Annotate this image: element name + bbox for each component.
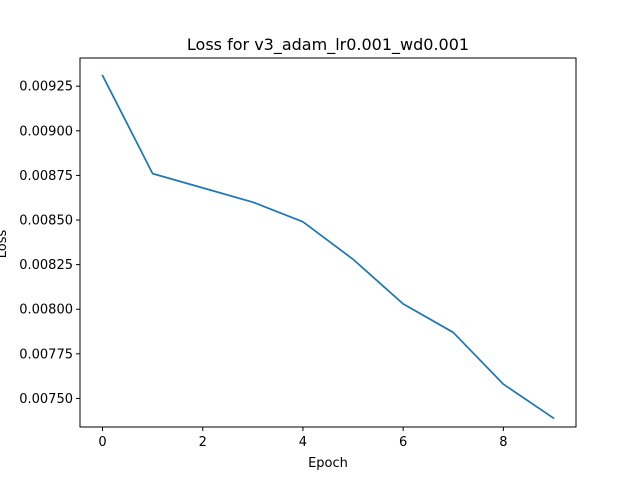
y-tick-label: 0.00875: [19, 169, 73, 184]
y-tick-label: 0.00900: [19, 124, 73, 139]
x-tick-label: 6: [399, 435, 407, 450]
loss-data-point: [151, 172, 154, 175]
x-axis-ticks: 0 2 4 6 8: [98, 427, 507, 450]
y-axis-ticks: 0.00750 0.00775 0.00800 0.00825 0.00850 0.008…: [19, 80, 80, 407]
loss-data-point: [352, 258, 355, 261]
y-tick-label: 0.00800: [19, 303, 73, 318]
loss-data-point: [301, 220, 304, 223]
chart-title: Loss for v3_adam_lr0.001_wd0.001: [187, 35, 469, 55]
loss-data-point: [402, 302, 405, 305]
x-axis-label: Epoch: [308, 456, 348, 471]
x-tick-label: 2: [199, 435, 207, 450]
loss-data-point: [552, 417, 555, 420]
x-tick-label: 8: [499, 435, 507, 450]
y-tick-label: 0.00850: [19, 214, 73, 229]
y-axis-label: Loss: [0, 230, 10, 259]
series-layer: [101, 74, 555, 420]
y-tick-label: 0.00925: [19, 80, 73, 95]
loss-data-point: [201, 186, 204, 189]
loss-data-point: [502, 383, 505, 386]
loss-data-point: [101, 74, 104, 77]
y-tick-label: 0.00750: [19, 392, 73, 407]
loss-data-point: [452, 331, 455, 334]
plot-frame: [79, 57, 577, 428]
loss-series-line: [101, 74, 555, 420]
x-tick-label: 4: [299, 435, 307, 450]
y-tick-label: 0.00775: [19, 347, 73, 362]
y-tick-label: 0.00825: [19, 258, 73, 273]
loss-data-point: [251, 201, 254, 204]
x-tick-label: 0: [98, 435, 106, 450]
